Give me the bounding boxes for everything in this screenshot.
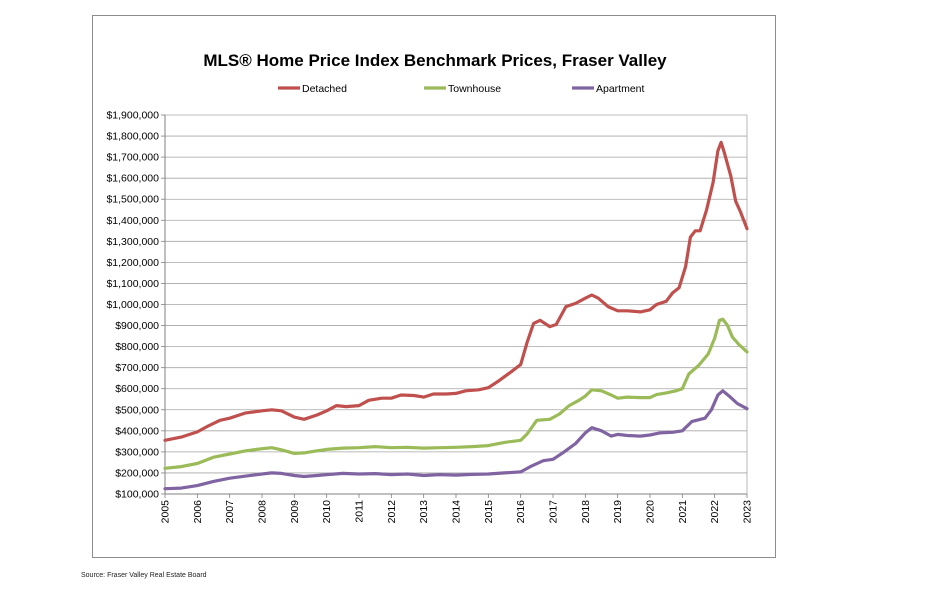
x-tick-label: 2006 [192, 500, 204, 524]
y-tick-label: $700,000 [115, 362, 159, 374]
y-tick-label: $800,000 [115, 341, 159, 353]
y-tick-label: $1,500,000 [106, 194, 159, 206]
x-tick-label: 2018 [580, 500, 592, 524]
x-tick-label: 2021 [677, 500, 689, 524]
y-tick-label: $1,300,000 [106, 236, 159, 248]
x-tick-label: 2011 [354, 500, 366, 523]
y-tick-label: $200,000 [115, 467, 159, 479]
x-tick-label: 2007 [224, 500, 236, 524]
x-tick-label: 2009 [289, 500, 301, 524]
x-tick-label: 2015 [483, 500, 495, 524]
y-tick-label: $1,700,000 [106, 152, 159, 164]
legend: Detached Townhouse Apartment [278, 83, 645, 95]
x-tick-label: 2010 [321, 500, 333, 524]
series-line-apartment [163, 389, 749, 491]
chart-area: MLS® Home Price Index Benchmark Prices, … [92, 15, 776, 558]
x-tick-label: 2008 [257, 500, 269, 524]
y-tick-label: $300,000 [115, 446, 159, 458]
y-tick-label: $1,600,000 [106, 173, 159, 185]
legend-label-apartment: Apartment [596, 83, 645, 95]
y-tick-label: $600,000 [115, 383, 159, 395]
x-tick-label: 2019 [612, 500, 624, 524]
y-tick-label: $1,100,000 [106, 278, 159, 290]
y-axis: $100,000 $200,000 $300,000 $400,000 $500,000… [106, 110, 166, 501]
line-chart: MLS® Home Price Index Benchmark Prices, … [106, 51, 754, 524]
x-tick-label: 2013 [418, 500, 430, 524]
series-lines [163, 140, 749, 491]
gridlines [165, 114, 748, 495]
y-tick-label: $500,000 [115, 404, 159, 416]
x-axis: 2005 2006 2007 2008 2009 2010 2011 2012 2013 2014… [160, 493, 754, 524]
y-tick-label: $1,000,000 [106, 299, 159, 311]
x-tick-label: 2023 [742, 500, 754, 524]
x-tick-label: 2017 [548, 500, 560, 524]
y-tick-label: $1,900,000 [106, 110, 159, 122]
x-tick-label: 2012 [386, 500, 398, 524]
x-tick-label: 2022 [709, 500, 721, 524]
x-tick-label: 2005 [160, 500, 172, 524]
series-line-townhouse [163, 317, 749, 470]
y-tick-label: $100,000 [115, 489, 159, 501]
y-tick-label: $1,400,000 [106, 215, 159, 227]
x-tick-label: 2014 [451, 500, 463, 524]
y-tick-label: $900,000 [115, 320, 159, 332]
y-tick-label: $1,200,000 [106, 257, 159, 269]
y-tick-label: $400,000 [115, 425, 159, 437]
x-tick-label: 2016 [515, 500, 527, 524]
legend-label-townhouse: Townhouse [448, 83, 501, 95]
y-tick-label: $1,800,000 [106, 131, 159, 143]
source-note: Source: Fraser Valley Real Estate Board [81, 572, 207, 579]
series-line-detached [163, 140, 749, 442]
x-tick-label: 2020 [645, 500, 657, 524]
legend-label-detached: Detached [302, 83, 347, 95]
chart-title: MLS® Home Price Index Benchmark Prices, … [203, 51, 667, 70]
